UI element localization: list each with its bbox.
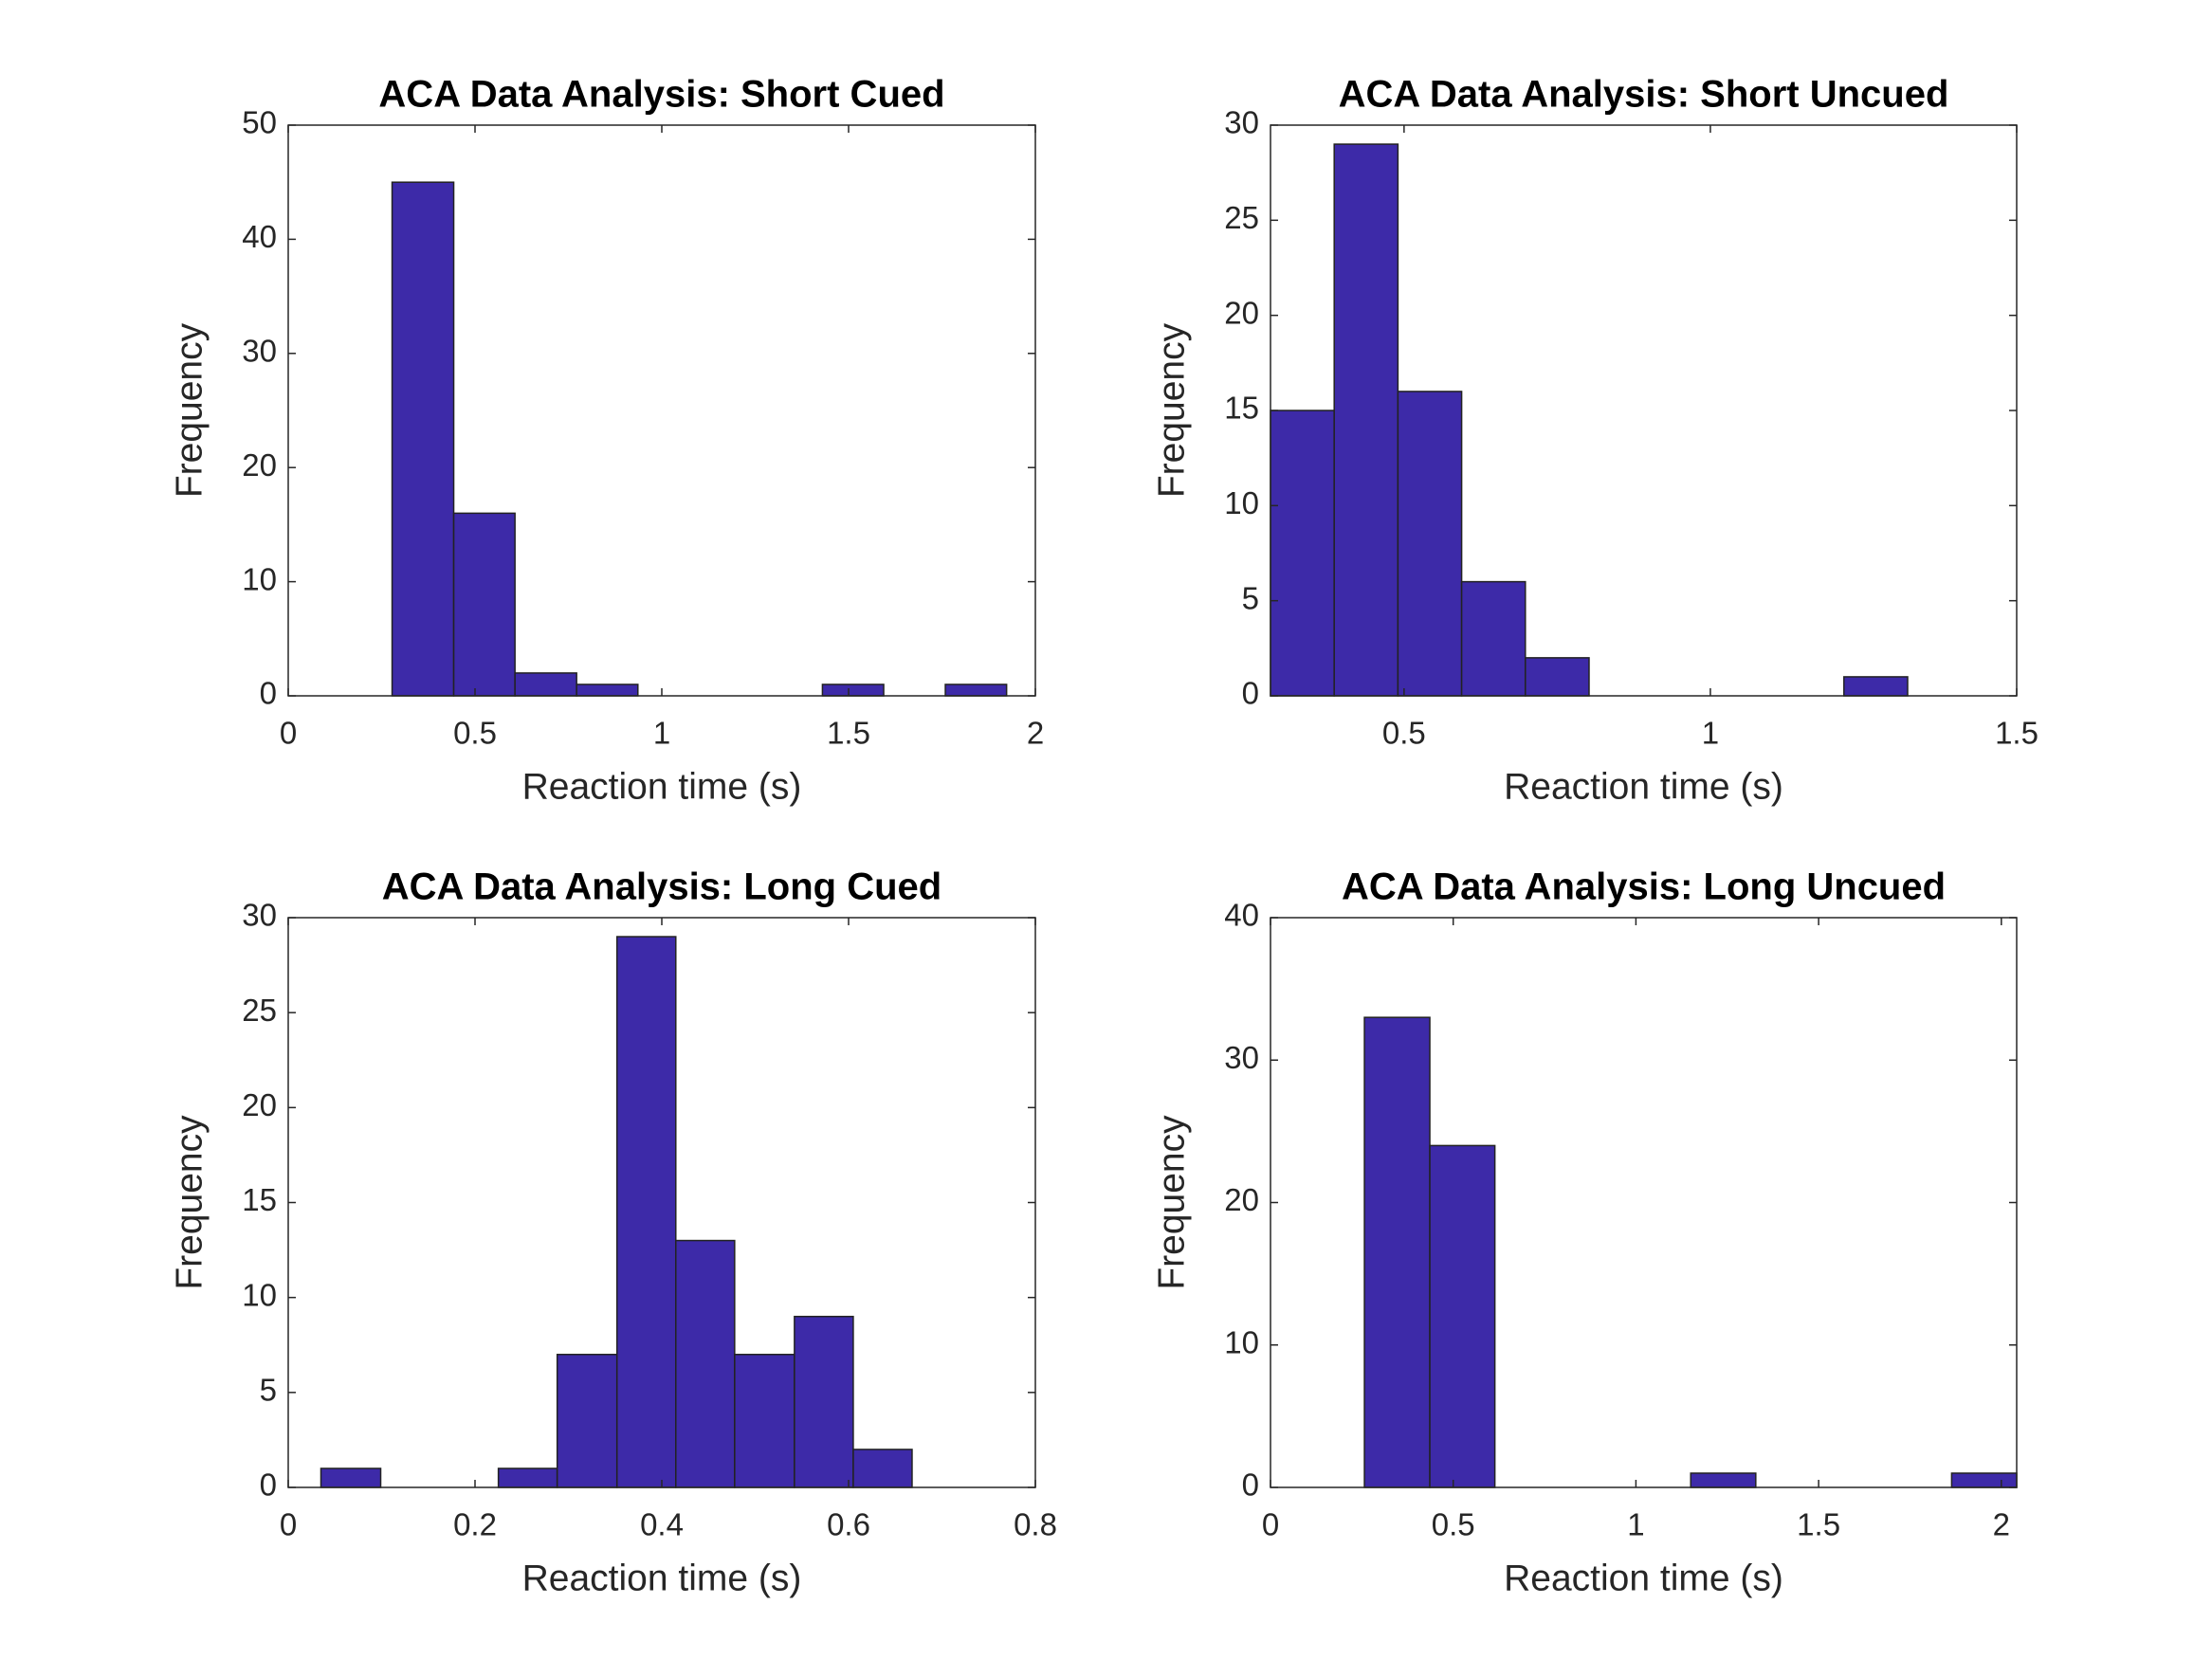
bar	[852, 1449, 913, 1488]
bar	[1363, 1016, 1431, 1488]
x-tick-label: 1.5	[827, 716, 870, 751]
y-tick-label: 10	[1224, 485, 1259, 520]
bar	[1270, 410, 1335, 697]
bar	[1460, 580, 1526, 697]
x-tick-label: 0	[1262, 1507, 1279, 1542]
bar	[944, 684, 1008, 697]
y-tick-label: 20	[242, 1087, 277, 1122]
bar	[556, 1354, 618, 1488]
bar	[514, 672, 577, 697]
bar	[497, 1468, 558, 1488]
bar	[1690, 1472, 1757, 1488]
bar	[320, 1468, 382, 1488]
y-tick-label: 20	[242, 447, 277, 483]
bar	[794, 1315, 854, 1488]
x-tick-label: 0.2	[453, 1507, 497, 1542]
bar	[675, 1239, 736, 1488]
x-tick-label: 1.5	[1797, 1507, 1840, 1542]
y-tick-label: 15	[242, 1182, 277, 1217]
y-tick-label: 25	[1224, 200, 1259, 235]
y-tick-label: 0	[260, 676, 277, 711]
bar	[1525, 657, 1590, 697]
y-axis-label: Frequency	[1151, 322, 1192, 498]
bar	[1397, 391, 1463, 697]
chart-title: ACA Data Analysis: Short Uncued	[1339, 74, 1949, 116]
y-axis-label: Frequency	[169, 1115, 210, 1290]
y-tick-label: 50	[242, 105, 277, 140]
x-tick-label: 1	[653, 716, 670, 751]
chart-title: ACA Data Analysis: Long Uncued	[1342, 866, 1946, 908]
bar	[1333, 143, 1399, 697]
x-tick-label: 0.5	[1382, 716, 1426, 751]
y-tick-label: 40	[242, 219, 277, 254]
bar	[1950, 1472, 2018, 1488]
y-tick-label: 15	[1224, 391, 1259, 426]
y-tick-label: 20	[1224, 295, 1259, 330]
x-axis-label: Reaction time (s)	[1504, 766, 1783, 807]
y-tick-label: 20	[1224, 1182, 1259, 1217]
y-axis-label: Frequency	[1151, 1115, 1192, 1290]
x-axis-label: Reaction time (s)	[522, 1558, 802, 1598]
x-tick-label: 2	[1993, 1507, 2010, 1542]
bar	[615, 936, 677, 1488]
bar	[452, 512, 516, 697]
x-tick-label: 1	[1702, 716, 1719, 751]
x-tick-label: 0.5	[1432, 1507, 1475, 1542]
y-tick-label: 40	[1224, 898, 1259, 933]
y-tick-label: 30	[1224, 1040, 1259, 1075]
y-tick-label: 0	[260, 1468, 277, 1503]
y-tick-label: 30	[242, 898, 277, 933]
bar	[1843, 676, 1909, 697]
x-axis-label: Reaction time (s)	[1504, 1558, 1783, 1598]
y-axis-label: Frequency	[169, 322, 210, 498]
x-tick-label: 0.5	[453, 716, 497, 751]
y-tick-label: 25	[242, 993, 277, 1028]
y-tick-label: 30	[242, 334, 277, 369]
x-tick-label: 1	[1627, 1507, 1644, 1542]
y-tick-label: 10	[1224, 1324, 1259, 1359]
y-tick-label: 10	[242, 1277, 277, 1312]
y-tick-label: 5	[260, 1373, 277, 1408]
bar	[734, 1354, 795, 1488]
x-tick-label: 0.4	[640, 1507, 684, 1542]
bar	[391, 181, 455, 697]
x-tick-label: 2	[1027, 716, 1044, 751]
bar	[1429, 1144, 1496, 1488]
x-axis-label: Reaction time (s)	[522, 766, 802, 807]
y-tick-label: 10	[242, 561, 277, 596]
y-tick-label: 0	[1242, 676, 1259, 711]
bar	[821, 684, 885, 697]
chart-title: ACA Data Analysis: Short Cued	[378, 74, 944, 116]
y-tick-label: 30	[1224, 105, 1259, 140]
y-tick-label: 0	[1242, 1468, 1259, 1503]
x-tick-label: 1.5	[1995, 716, 2038, 751]
x-tick-label: 0.6	[827, 1507, 870, 1542]
y-tick-label: 5	[1242, 580, 1259, 615]
chart-title: ACA Data Analysis: Long Cued	[382, 866, 941, 908]
x-tick-label: 0.8	[1014, 1507, 1057, 1542]
x-tick-label: 0	[280, 1507, 297, 1542]
bar	[576, 684, 639, 697]
x-tick-label: 0	[280, 716, 297, 751]
